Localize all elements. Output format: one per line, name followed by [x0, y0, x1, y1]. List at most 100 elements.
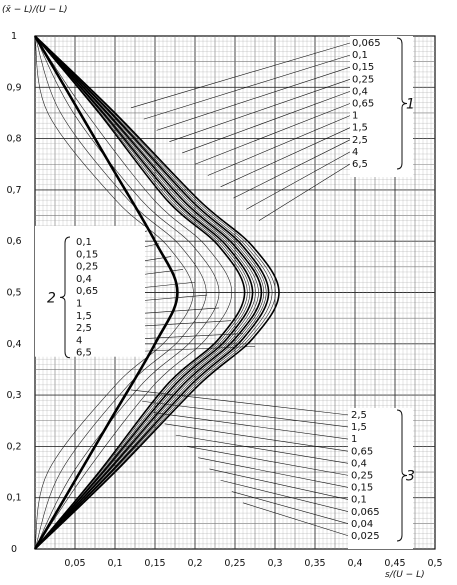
x-tick-label: 0,2 — [187, 558, 202, 569]
leader-lines — [107, 42, 351, 537]
series-label: 0,1 — [352, 50, 368, 61]
series-label: 0,025 — [351, 531, 380, 542]
x-tick-label: 0,15 — [144, 558, 165, 569]
series-label: 0,1 — [76, 237, 92, 248]
curves — [33, 35, 280, 550]
leader-line — [175, 434, 350, 464]
group-id-3: 3 — [406, 469, 415, 485]
y-tick-label: 0 — [11, 544, 17, 555]
series-line — [34, 35, 246, 550]
x-axis-label: s/(U − L) — [385, 570, 425, 580]
y-tick-label: 0,5 — [6, 288, 21, 299]
series-label: 2,5 — [352, 135, 368, 146]
series-line-minor — [34, 35, 265, 550]
series-line — [34, 35, 263, 550]
series-label: 4 — [76, 335, 82, 346]
y-tick-label: 0,9 — [6, 82, 21, 93]
x-tick-label: 0,45 — [384, 558, 405, 569]
leader-line — [130, 389, 350, 416]
leader-line — [242, 502, 350, 537]
series-line-boundary — [33, 35, 179, 550]
series-label: 0,25 — [352, 74, 374, 85]
x-tick-label: 0,35 — [304, 558, 325, 569]
series-label: 0,065 — [352, 38, 381, 49]
series-line-minor — [34, 35, 248, 550]
series-label: 1 — [76, 299, 82, 310]
series-label: 1,5 — [351, 422, 367, 433]
leader-line — [153, 412, 350, 440]
series-label: 0,65 — [352, 99, 374, 110]
group-bracket — [396, 409, 408, 542]
series-line-minor — [34, 35, 259, 550]
series-label: 1 — [352, 111, 358, 122]
leader-line — [220, 479, 350, 513]
leader-line — [209, 468, 350, 500]
tick-labels: 00,10,20,30,40,50,60,70,80,910,05 0,1 0,15… — [6, 31, 442, 569]
series-label: 2,5 — [351, 410, 367, 421]
y-axis-label: (x̄ − L)/(U − L) — [2, 5, 68, 15]
label-boxes: 0,0650,10,150,250,40,6511,52,546,510,10,… — [35, 36, 415, 549]
series-line-minor — [34, 35, 233, 550]
series-label: 1 — [351, 434, 357, 445]
series-line — [34, 35, 280, 550]
series-line-minor — [34, 35, 267, 550]
series-label: 0,15 — [351, 483, 373, 494]
group-id-2: 2 — [47, 290, 56, 306]
series-line-minor — [34, 35, 276, 550]
y-tick-label: 0,6 — [6, 236, 21, 247]
leader-line — [142, 400, 350, 428]
leader-line — [233, 139, 351, 199]
leader-line — [143, 54, 351, 120]
x-tick-label: 0,3 — [267, 558, 282, 569]
series-label: 0,4 — [351, 458, 367, 469]
series-label: 0,65 — [351, 446, 373, 457]
series-label: 6,5 — [352, 159, 368, 170]
leader-line — [246, 151, 351, 210]
leader-line — [207, 115, 351, 176]
y-tick-label: 0,2 — [6, 441, 21, 452]
series-line-minor — [34, 35, 256, 550]
leader-line — [182, 91, 351, 154]
leader-line — [258, 163, 351, 221]
series-label: 0,65 — [76, 286, 98, 297]
series-label: 0,1 — [351, 495, 367, 506]
y-tick-label: 0,4 — [6, 339, 21, 350]
series-label: 0,4 — [76, 274, 92, 285]
series-label: 0,065 — [351, 507, 380, 518]
series-line — [34, 35, 254, 550]
series-label: 0,04 — [351, 519, 373, 530]
series-label: 0,4 — [352, 86, 368, 97]
group-bracket — [59, 236, 71, 359]
leader-line — [231, 491, 350, 525]
leader-line — [186, 446, 350, 476]
series-label: 0,15 — [352, 62, 374, 73]
series-line-minor — [34, 35, 251, 550]
group-2-labels: 0,10,15 0,250,40,65 11,52,54 6,5 — [76, 237, 98, 359]
group-bracket — [396, 37, 408, 170]
y-tick-label: 0,7 — [6, 185, 21, 196]
series-label: 0,25 — [351, 471, 373, 482]
leader-line — [156, 66, 351, 131]
x-tick-label: 0,1 — [107, 558, 122, 569]
x-tick-label: 0,25 — [224, 558, 245, 569]
leader-line — [198, 457, 350, 488]
x-tick-label: 0,5 — [427, 558, 442, 569]
series-label: 6,5 — [76, 348, 92, 359]
series-line-minor — [34, 35, 194, 550]
series-label: 4 — [352, 147, 358, 158]
series-line-minor — [34, 35, 220, 550]
series-label: 1,5 — [352, 123, 368, 134]
series-line-minor — [34, 35, 207, 550]
leader-line — [220, 127, 351, 188]
leader-line — [164, 423, 350, 452]
y-tick-label: 1 — [11, 31, 17, 42]
leader-line — [169, 79, 351, 142]
x-tick-label: 0,4 — [347, 558, 362, 569]
group-id-1: 1 — [406, 97, 415, 113]
label-box-2 — [35, 226, 145, 357]
series-label: 0,25 — [76, 262, 98, 273]
